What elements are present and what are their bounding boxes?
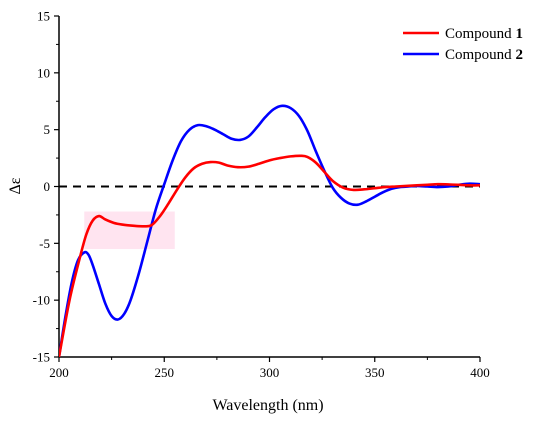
legend-item-compound-2: Compound 2 xyxy=(403,47,523,63)
y-tick-label: -10 xyxy=(33,293,50,308)
x-axis-title: Wavelength (nm) xyxy=(212,397,323,414)
x-tick-label: 200 xyxy=(49,365,69,380)
axes xyxy=(54,15,481,362)
series-layer xyxy=(59,104,480,357)
y-tick-label: 10 xyxy=(37,65,50,80)
y-axis-title: Δε xyxy=(7,177,24,194)
series-line-compound-1 xyxy=(59,154,480,357)
x-tick-label: 300 xyxy=(260,365,280,380)
legend-label: Compound 1 xyxy=(445,26,523,42)
x-tick-label: 250 xyxy=(155,365,175,380)
y-tick-label: 0 xyxy=(44,179,51,194)
legend-label: Compound 2 xyxy=(445,47,523,63)
legend-item-compound-1: Compound 1 xyxy=(403,26,523,42)
legend-label-text: Compound xyxy=(445,47,515,63)
y-tick-label: -15 xyxy=(33,350,50,365)
legend-label-number: 2 xyxy=(515,47,523,63)
series-line-compound-2 xyxy=(59,104,480,357)
y-tick-label: 5 xyxy=(44,122,51,137)
legend-label-text: Compound xyxy=(445,26,515,42)
y-tick-label: -5 xyxy=(39,236,50,251)
y-tick-label: 15 xyxy=(37,9,50,24)
x-tick-label: 400 xyxy=(470,365,490,380)
tick-labels: 200 250 300 350 400 -15 -10 -5 0 5 10 15 xyxy=(33,9,490,381)
x-tick-label: 350 xyxy=(365,365,385,380)
legend-label-number: 1 xyxy=(515,26,523,42)
